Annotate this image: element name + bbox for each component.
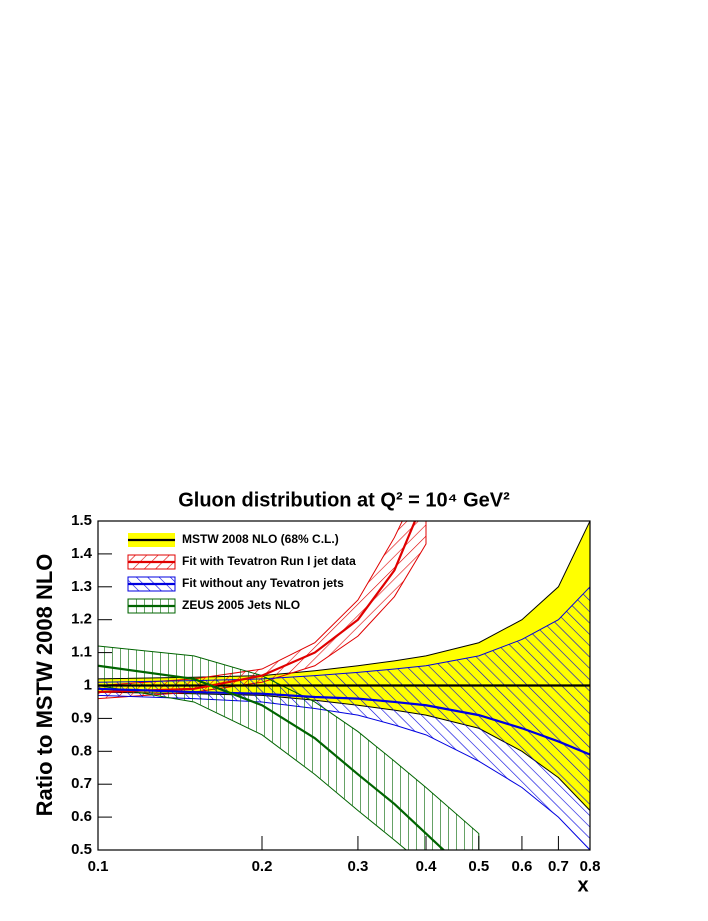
x-tick-label: 0.7 [548, 858, 569, 875]
central-line [98, 521, 417, 694]
y-axis-label: Ratio to MSTW 2008 NLO [32, 554, 57, 817]
legend-label: ZEUS 2005 Jets NLO [182, 598, 300, 612]
chart-title: Gluon distribution at Q² = 10⁴ GeV² [178, 489, 510, 511]
x-tick-label: 0.8 [580, 858, 601, 875]
y-tick-label: 1.1 [71, 644, 92, 661]
y-tick-label: 0.8 [71, 742, 92, 759]
y-tick-label: 0.9 [71, 709, 92, 726]
band [98, 645, 480, 850]
x-axis-label: x [577, 874, 588, 896]
plot-area [98, 521, 590, 850]
central-line [98, 664, 446, 850]
legend-label: MSTW 2008 NLO (68% C.L.) [182, 532, 339, 546]
legend-label: Fit with Tevatron Run I jet data [182, 554, 356, 568]
x-tick-label: 0.2 [252, 858, 273, 875]
y-tick-label: 1.3 [71, 578, 92, 595]
x-tick-label: 0.4 [416, 858, 438, 875]
x-tick-label: 0.3 [348, 858, 369, 875]
legend-label: Fit without any Tevatron jets [182, 576, 344, 590]
y-tick-label: 0.5 [71, 841, 92, 858]
y-tick-label: 1.2 [71, 611, 92, 628]
x-tick-label: 0.1 [88, 858, 109, 875]
central-line [98, 687, 590, 756]
y-tick-label: 1 [84, 676, 92, 693]
y-tick-label: 0.7 [71, 775, 92, 792]
y-tick-label: 1.5 [71, 512, 92, 529]
x-tick-label: 0.6 [512, 858, 533, 875]
x-tick-label: 0.5 [468, 858, 489, 875]
y-tick-label: 0.6 [71, 808, 92, 825]
y-tick-label: 1.4 [71, 545, 93, 562]
